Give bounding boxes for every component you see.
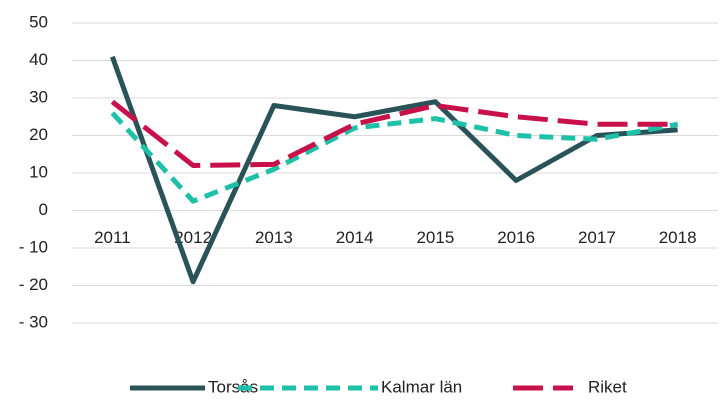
x-tick-label: 2015: [416, 228, 454, 247]
x-tick-label: 2011: [94, 228, 131, 247]
legend-label: Kalmar län: [381, 377, 462, 396]
series-line: [110, 111, 679, 204]
y-tick-label: - 20: [19, 275, 48, 294]
legend-label: Riket: [588, 377, 627, 396]
x-tick-label: 2017: [578, 228, 616, 247]
x-tick-label: 2018: [659, 228, 697, 247]
x-tick-label: 2016: [497, 228, 535, 247]
y-tick-label: 20: [29, 125, 48, 144]
y-tick-label: - 10: [19, 237, 48, 256]
x-tick-label: 2013: [255, 228, 293, 247]
y-tick-label: 30: [29, 87, 48, 106]
y-tick-label: 0: [39, 200, 48, 219]
y-tick-label: 40: [29, 50, 48, 69]
series-line: [110, 55, 678, 285]
y-tick-label: 10: [29, 162, 48, 181]
y-tick-label: 50: [29, 12, 48, 31]
legend-label: Torsås: [208, 377, 258, 396]
x-tick-label: 2012: [174, 228, 212, 247]
x-tick-label: 2014: [336, 228, 374, 247]
y-tick-label: - 30: [19, 312, 48, 331]
series-line: [110, 99, 678, 168]
